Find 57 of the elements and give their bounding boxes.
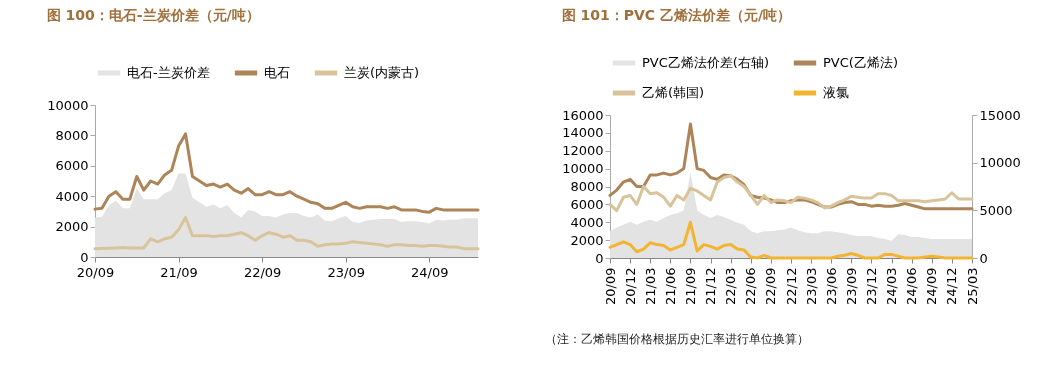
x-tick-label: 22/06	[743, 267, 759, 305]
x-tick-label: 20/09	[602, 267, 618, 305]
chart-title: 图 100：电石-兰炭价差（元/吨）	[46, 7, 260, 23]
x-tick-label: 23/06	[823, 267, 839, 305]
y-tick-label: 14000	[562, 125, 604, 141]
y-tick-label: 2000	[570, 232, 604, 248]
y-tick-label: 0	[80, 249, 89, 265]
x-tick-label: 24/09	[411, 264, 449, 280]
legend-label: 兰炭(内蒙古)	[344, 65, 420, 80]
y-tick-label: 4000	[570, 214, 604, 230]
y-tick-label: 12000	[562, 143, 604, 159]
line-series	[93, 132, 480, 214]
legend-label: PVC(乙烯法)	[823, 55, 898, 70]
x-tick-label: 20/12	[622, 267, 638, 305]
x-tick-label: 23/09	[327, 264, 365, 280]
x-tick-label: 24/03	[884, 267, 900, 305]
y2-tick-label: 10000	[979, 155, 1021, 171]
x-tick-label: 21/12	[703, 267, 719, 305]
x-tick-label: 23/09	[843, 267, 859, 305]
text: （注：乙烯韩国价格根据历史汇率进行单位换算）	[545, 331, 809, 348]
y-tick-label: 4000	[55, 188, 89, 204]
x-tick-label: 22/09	[763, 267, 779, 305]
x-tick-label: 22/09	[243, 264, 282, 280]
x-tick-label: 23/03	[803, 267, 819, 305]
chart-title: 图 101：PVC 乙烯法价差（元/吨）	[561, 7, 792, 23]
y-tick-label: 10000	[47, 97, 89, 113]
legend-label: PVC乙烯法价差(右轴)	[642, 55, 769, 70]
y-tick-label: 2000	[55, 219, 89, 235]
legend-label: 电石-兰炭价差	[127, 65, 210, 80]
y-tick-label: 6000	[55, 158, 89, 174]
y-tick-label: 8000	[570, 179, 604, 194]
x-tick-label: 24/09	[924, 267, 940, 305]
x-tick-label: 22/03	[723, 267, 739, 305]
legend-label: 电石	[264, 65, 290, 80]
x-tick-label: 21/09	[682, 267, 698, 305]
line-series	[93, 215, 480, 251]
y-tick-label: 0	[595, 250, 604, 266]
y2-tick-label: 15000	[979, 107, 1021, 123]
y-tick-label: 6000	[570, 196, 604, 212]
y-tick-label: 8000	[55, 127, 89, 143]
y-tick-label: 16000	[562, 107, 604, 123]
x-tick-label: 22/12	[783, 267, 799, 305]
legend-label: 液氯	[823, 85, 849, 100]
x-tick-label: 24/12	[944, 267, 960, 305]
y-tick-label: 10000	[562, 161, 604, 177]
legend-label: 乙烯(韩国)	[642, 85, 705, 100]
y2-tick-label: 0	[979, 250, 988, 266]
x-tick-label: 25/03	[964, 267, 980, 305]
line-series	[608, 174, 974, 213]
x-tick-label: 23/12	[863, 267, 879, 305]
x-tick-label: 21/06	[662, 267, 678, 305]
y2-tick-label: 5000	[979, 202, 1013, 218]
x-tick-label: 24/06	[904, 267, 920, 305]
x-tick-label: 21/03	[642, 267, 658, 305]
x-tick-label: 21/09	[160, 264, 198, 280]
x-tick-label: 20/09	[76, 264, 115, 280]
line-series	[608, 220, 974, 260]
